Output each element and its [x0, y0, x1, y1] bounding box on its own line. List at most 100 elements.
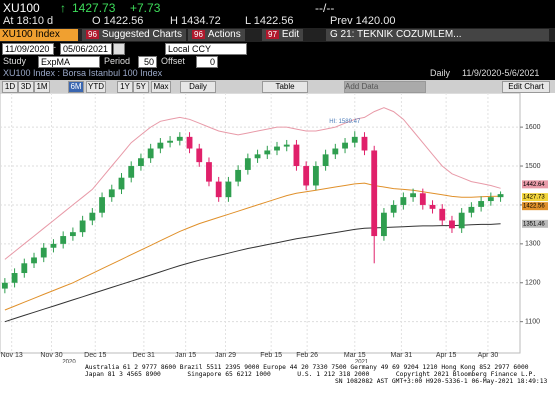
last-value-tag	[522, 180, 548, 189]
candle-body	[371, 150, 378, 237]
y-tick-label: 1100	[525, 319, 540, 326]
prev-price: Prev 1420.00	[330, 15, 396, 27]
candle-body	[293, 144, 300, 167]
candle-body	[390, 204, 397, 213]
x-tick-label: Jan 15	[175, 352, 196, 359]
candle-body	[235, 169, 242, 182]
candle-body	[264, 150, 271, 155]
candle-body	[31, 257, 37, 264]
toolbar-button[interactable]: Add Data	[344, 81, 426, 93]
candle-body	[186, 136, 193, 149]
x-tick-label: Jan 29	[215, 352, 236, 359]
low-price: L 1422.56	[245, 15, 294, 27]
candle-body	[381, 212, 387, 237]
menu-bar: XU100 Index 96 Suggested Charts 96 Actions…	[0, 28, 555, 42]
info-bar: XU100 Index : Borsa Istanbul 100 Index D…	[0, 68, 555, 80]
candle-body	[215, 181, 222, 198]
footer-line: Australia 61 2 9777 8600 Brazil 5511 239…	[85, 364, 529, 371]
time-placeholder: --/--	[315, 1, 335, 15]
x-tick-label: Dec 31	[133, 352, 155, 359]
candle-body	[332, 148, 339, 155]
candle-body	[40, 247, 47, 258]
x-tick-label: Apr 15	[436, 352, 457, 359]
time: At 18:10 d	[3, 15, 54, 27]
candle-body	[303, 166, 310, 186]
menu-tab[interactable]: 96 Actions	[188, 29, 245, 41]
study-select[interactable]: ExpMA	[38, 56, 100, 68]
toolbar-button[interactable]: 3D	[18, 81, 34, 93]
toolbar-button[interactable]: 1M	[34, 81, 50, 93]
year-label: 2020	[62, 360, 76, 363]
security-field[interactable]: XU100 Index	[0, 29, 78, 41]
candle-body	[118, 177, 125, 190]
last-value-tag	[522, 219, 548, 228]
candle-body	[225, 181, 232, 198]
settings-bar: 11/09/2020 - 05/06/2021 Local CCY Study …	[0, 42, 555, 68]
last-value-tag	[522, 202, 548, 211]
offset-label: Offset	[161, 56, 185, 66]
menu-tab[interactable]: 96 Suggested Charts	[82, 29, 186, 41]
end-date[interactable]: 05/06/2021	[60, 43, 112, 55]
candle-body	[11, 273, 18, 283]
indicator-line	[4, 223, 501, 323]
toolbar-button[interactable]: 1Y	[117, 81, 133, 93]
candle-body	[176, 136, 183, 141]
menu-num: 96	[192, 30, 205, 39]
quote-header: XU100 ↑ 1427.73 +7.73 --/-- At 18:10 d O…	[0, 0, 555, 28]
period-input[interactable]: 50	[138, 56, 157, 68]
price-change: +7.73	[130, 1, 161, 15]
plot-area	[0, 93, 521, 354]
toolbar-button[interactable]: YTD	[86, 81, 106, 93]
x-tick-label: Mar 15	[344, 352, 366, 359]
candle-body	[244, 158, 251, 170]
candle-body	[439, 208, 446, 221]
y-tick-label: 1600	[525, 124, 541, 131]
last-price: 1427.73	[72, 1, 116, 15]
candle-body	[410, 193, 416, 198]
menu-tab[interactable]: 97 Edit	[262, 29, 304, 41]
toolbar-button[interactable]: 1D	[2, 81, 18, 93]
ticker: XU100	[3, 1, 40, 15]
offset-input[interactable]: 0	[196, 56, 218, 68]
currency-select[interactable]: Local CCY	[165, 43, 247, 55]
toolbar-button[interactable]: Daily	[180, 81, 216, 93]
x-tick-label: Feb 15	[260, 352, 282, 359]
toolbar-button[interactable]: Max	[151, 81, 171, 93]
period-label: Period	[104, 56, 131, 66]
candle-body	[21, 263, 28, 274]
x-tick-label: Mar 31	[391, 352, 413, 359]
study-label: Study	[3, 56, 27, 66]
last-value-label: 1422.56	[523, 204, 545, 210]
candle-body	[99, 197, 105, 213]
footer: Australia 61 2 9777 8600 Brazil 5511 239…	[85, 364, 547, 385]
candle-body	[89, 212, 96, 221]
last-value-label: 1351.46	[523, 221, 545, 227]
start-date[interactable]: 11/09/2020	[2, 43, 54, 55]
x-tick-label: Apr 30	[478, 352, 499, 359]
candle-body	[449, 220, 455, 229]
toolbar-button[interactable]: Table	[262, 81, 308, 93]
high-annotation: HI: 1589.47	[329, 119, 361, 125]
menu-label: Suggested Charts	[101, 29, 182, 40]
candle-body	[322, 154, 329, 167]
candle-body	[69, 232, 76, 237]
y-tick-label: 1300	[525, 241, 541, 248]
candle-body	[478, 201, 485, 207]
menu-label: Actions	[207, 29, 241, 40]
x-tick-label: Nov 30	[40, 352, 62, 359]
high-price: H 1434.72	[170, 15, 221, 27]
candle-body	[167, 140, 174, 143]
last-value-label: 1427.73	[523, 195, 545, 201]
candle-body	[497, 194, 504, 198]
calendar-icon[interactable]	[113, 43, 125, 55]
menu-label: Edit	[281, 29, 300, 40]
x-tick-label: Feb 26	[296, 352, 318, 359]
toolbar-button[interactable]: Edit Chart	[502, 81, 550, 93]
x-tick-label: Nov 13	[1, 352, 23, 359]
button-bar: 1D 3D 1M 6M YTD 1Y 5Y Max Daily Table Add Data Edit…	[0, 80, 555, 93]
footer-line: SN 1082082 AST GMT+3:00 H920-5336-1 06-M…	[335, 378, 548, 385]
toolbar-button[interactable]: 6M	[68, 81, 84, 93]
toolbar-button[interactable]: 5Y	[133, 81, 149, 93]
date-range: 11/9/2020-5/6/2021	[462, 68, 540, 78]
